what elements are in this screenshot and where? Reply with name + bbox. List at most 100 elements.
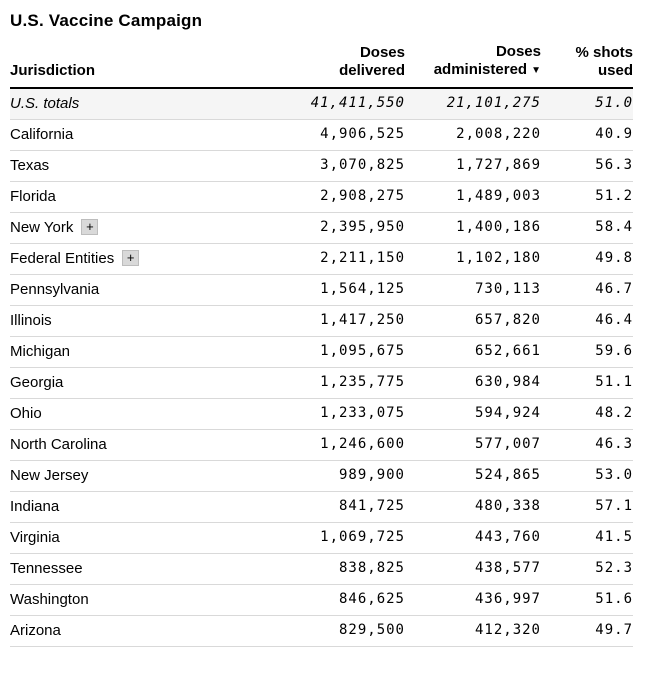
doses-delivered-cell: 846,625 [227,584,405,616]
sort-desc-icon: ▼ [531,65,541,76]
pct-used-cell: 49.8 [541,243,633,275]
jurisdiction-cell: Illinois [10,305,227,337]
doses-administered-cell: 730,113 [405,274,541,306]
table-row: New York + 2,395,950 1,400,186 58.4 [10,212,633,244]
doses-delivered-cell: 41,411,550 [227,88,405,120]
doses-delivered-cell: 2,395,950 [227,212,405,244]
doses-administered-cell: 412,320 [405,615,541,647]
pct-used-cell: 57.1 [541,491,633,523]
totals-row: U.S. totals 41,411,550 21,101,275 51.0 [10,88,633,120]
pct-used-cell: 46.3 [541,429,633,461]
table-row: Florida 2,908,275 1,489,003 51.2 [10,181,633,213]
table-row: Pennsylvania 1,564,125 730,113 46.7 [10,274,633,306]
jurisdiction-label: Texas [10,157,50,174]
jurisdiction-label: Virginia [10,529,60,546]
doses-administered-cell: 1,727,869 [405,150,541,182]
jurisdiction-cell: Michigan [10,336,227,368]
jurisdiction-cell: North Carolina [10,429,227,461]
pct-used-cell: 46.7 [541,274,633,306]
pct-used-cell: 59.6 [541,336,633,368]
jurisdiction-cell: Indiana [10,491,227,523]
pct-used-cell: 41.5 [541,522,633,554]
vaccine-table-card: U.S. Vaccine Campaign Jurisdiction Doses… [10,11,633,647]
jurisdiction-cell: Florida [10,181,227,213]
header-line: Doses [495,43,541,60]
jurisdiction-cell: New Jersey [10,460,227,492]
header-row: Jurisdiction Doses delivered Doses admin… [10,43,633,89]
pct-used-cell: 51.0 [541,88,633,120]
header-line: administered ▼ [405,61,541,80]
pct-used-cell: 56.3 [541,150,633,182]
pct-used-cell: 51.6 [541,584,633,616]
doses-delivered-cell: 1,246,600 [227,429,405,461]
jurisdiction-label: Ohio [10,405,42,422]
doses-administered-cell: 1,400,186 [405,212,541,244]
jurisdiction-cell: Virginia [10,522,227,554]
jurisdiction-cell: Ohio [10,398,227,430]
doses-administered-cell: 443,760 [405,522,541,554]
doses-administered-cell: 594,924 [405,398,541,430]
pct-used-cell: 46.4 [541,305,633,337]
doses-delivered-cell: 1,233,075 [227,398,405,430]
table-row: Tennessee 838,825 438,577 52.3 [10,553,633,585]
doses-delivered-cell: 1,069,725 [227,522,405,554]
table-row: Michigan 1,095,675 652,661 59.6 [10,336,633,368]
jurisdiction-cell: U.S. totals [10,88,227,120]
pct-used-cell: 40.9 [541,119,633,151]
doses-delivered-cell: 1,417,250 [227,305,405,337]
doses-delivered-cell: 838,825 [227,553,405,585]
table-row: Washington 846,625 436,997 51.6 [10,584,633,616]
table-body: U.S. totals 41,411,550 21,101,275 51.0 C… [10,88,633,647]
jurisdiction-label: California [10,126,74,143]
pct-used-cell: 49.7 [541,615,633,647]
doses-administered-cell: 1,102,180 [405,243,541,275]
jurisdiction-label: Illinois [10,312,52,329]
table-row: Arizona 829,500 412,320 49.7 [10,615,633,647]
doses-administered-cell: 436,997 [405,584,541,616]
header-line: Doses [359,44,405,61]
pct-used-cell: 58.4 [541,212,633,244]
doses-administered-cell: 21,101,275 [405,88,541,120]
table-row: Virginia 1,069,725 443,760 41.5 [10,522,633,554]
doses-administered-cell: 577,007 [405,429,541,461]
doses-delivered-cell: 4,906,525 [227,119,405,151]
doses-administered-cell: 630,984 [405,367,541,399]
page-title: U.S. Vaccine Campaign [10,11,203,30]
table-row: Illinois 1,417,250 657,820 46.4 [10,305,633,337]
header-line: used [597,62,633,79]
jurisdiction-label: Georgia [10,374,64,391]
jurisdiction-cell: Georgia [10,367,227,399]
jurisdiction-label: Michigan [10,343,71,360]
doses-delivered-cell: 1,095,675 [227,336,405,368]
doses-delivered-cell: 829,500 [227,615,405,647]
pct-used-cell: 52.3 [541,553,633,585]
jurisdiction-cell: Texas [10,150,227,182]
doses-administered-cell: 524,865 [405,460,541,492]
jurisdiction-label: Indiana [10,498,60,515]
doses-administered-cell: 2,008,220 [405,119,541,151]
jurisdiction-cell: New York + [10,212,227,244]
pct-used-cell: 53.0 [541,460,633,492]
jurisdiction-cell: Federal Entities + [10,243,227,275]
pct-used-cell: 51.2 [541,181,633,213]
doses-administered-cell: 1,489,003 [405,181,541,213]
expand-button[interactable]: + [81,219,99,235]
doses-administered-cell: 652,661 [405,336,541,368]
doses-delivered-cell: 3,070,825 [227,150,405,182]
table-row: North Carolina 1,246,600 577,007 46.3 [10,429,633,461]
doses-administered-cell: 438,577 [405,553,541,585]
column-header-pct-used: % shots used [541,43,633,89]
expand-button[interactable]: + [122,250,140,266]
column-header-doses-administered[interactable]: Doses administered ▼ [405,43,541,89]
table-row: California 4,906,525 2,008,220 40.9 [10,119,633,151]
table-row: Georgia 1,235,775 630,984 51.1 [10,367,633,399]
doses-delivered-cell: 1,564,125 [227,274,405,306]
table-row: Federal Entities + 2,211,150 1,102,180 49… [10,243,633,275]
jurisdiction-label: New York [10,219,74,236]
vaccine-table: Jurisdiction Doses delivered Doses admin… [10,43,633,647]
doses-administered-cell: 480,338 [405,491,541,523]
header-label: administered [433,61,528,78]
table-row: Indiana 841,725 480,338 57.1 [10,491,633,523]
pct-used-cell: 48.2 [541,398,633,430]
jurisdiction-cell: Arizona [10,615,227,647]
